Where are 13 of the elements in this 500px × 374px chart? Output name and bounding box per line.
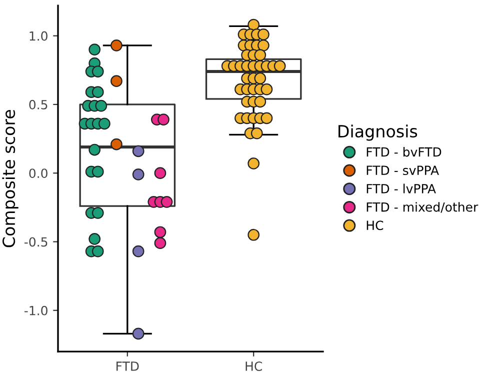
y-tick-label: 0.0 [29, 168, 48, 178]
y-tick-label: 1.0 [30, 31, 48, 41]
legend-label: FTD - svPPA [366, 166, 439, 176]
legend-label: FTD - lvPPA [366, 184, 436, 194]
legend-label: FTD - mixed/other [366, 202, 478, 213]
y-axis-title: Composite score [2, 110, 18, 248]
x-tick-label: FTD [116, 362, 139, 371]
legend-title: Diagnosis [338, 124, 418, 141]
y-tick-label: 0.5 [29, 100, 48, 110]
y-tick-label: -0.5 [24, 237, 48, 247]
y-tick-label: -1.0 [24, 306, 48, 316]
legend-label: FTD - bvFTD [366, 147, 442, 157]
legend-label: HC [366, 220, 384, 230]
